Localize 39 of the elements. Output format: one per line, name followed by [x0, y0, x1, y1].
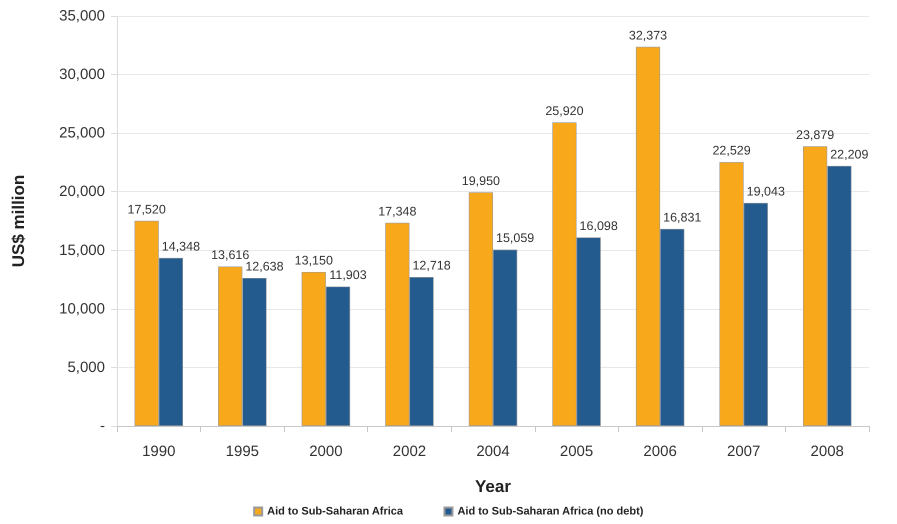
y-tick-label: 35,000	[59, 8, 105, 24]
data-label: 15,059	[496, 231, 534, 246]
x-tick-label: 2008	[810, 443, 844, 460]
data-label: 22,529	[712, 144, 751, 158]
data-label: 14,348	[162, 239, 200, 254]
data-label: 13,616	[211, 248, 250, 262]
data-label: 19,043	[746, 184, 785, 198]
y-tick-label: 10,000	[59, 300, 105, 318]
legend-label: Aid to Sub-Saharan Africa	[267, 506, 404, 518]
x-tick-label: 2004	[476, 443, 510, 460]
x-tick-label: 2002	[392, 443, 426, 460]
x-tick-label: 1995	[226, 443, 260, 460]
data-label: 13,150	[294, 253, 333, 268]
x-tick-label: 1990	[142, 443, 176, 460]
data-label: 11,903	[329, 268, 367, 282]
data-label: 12,638	[245, 259, 284, 274]
data-label: 12,718	[412, 258, 451, 273]
data-label: 32,373	[628, 28, 668, 42]
y-tick-label: -	[100, 418, 105, 434]
y-tick-label: 15,000	[59, 242, 105, 259]
y-tick-label: 20,000	[59, 183, 105, 200]
x-axis-title: Year	[475, 477, 512, 496]
y-tick-label: 30,000	[59, 66, 105, 84]
x-tick-label: 2006	[643, 443, 677, 460]
data-label: 19,950	[462, 174, 500, 188]
y-tick-label: 25,000	[59, 124, 105, 142]
x-tick-label: 2000	[309, 443, 343, 460]
x-tick-label: 2005	[560, 443, 594, 460]
y-tick-label: 5,000	[67, 358, 105, 376]
x-tick-label: 2007	[726, 443, 760, 460]
legend-label: Aid to Sub-Saharan Africa (no debt)	[457, 506, 644, 518]
data-label: 16,098	[580, 218, 618, 233]
data-label: 23,879	[796, 128, 834, 142]
data-label: 25,920	[545, 104, 584, 118]
y-axis-title: US$ million	[9, 174, 28, 268]
data-label: 22,209	[830, 147, 868, 162]
data-label: 17,520	[128, 202, 166, 216]
data-label: 16,831	[663, 210, 702, 224]
data-label: 17,348	[378, 204, 416, 218]
